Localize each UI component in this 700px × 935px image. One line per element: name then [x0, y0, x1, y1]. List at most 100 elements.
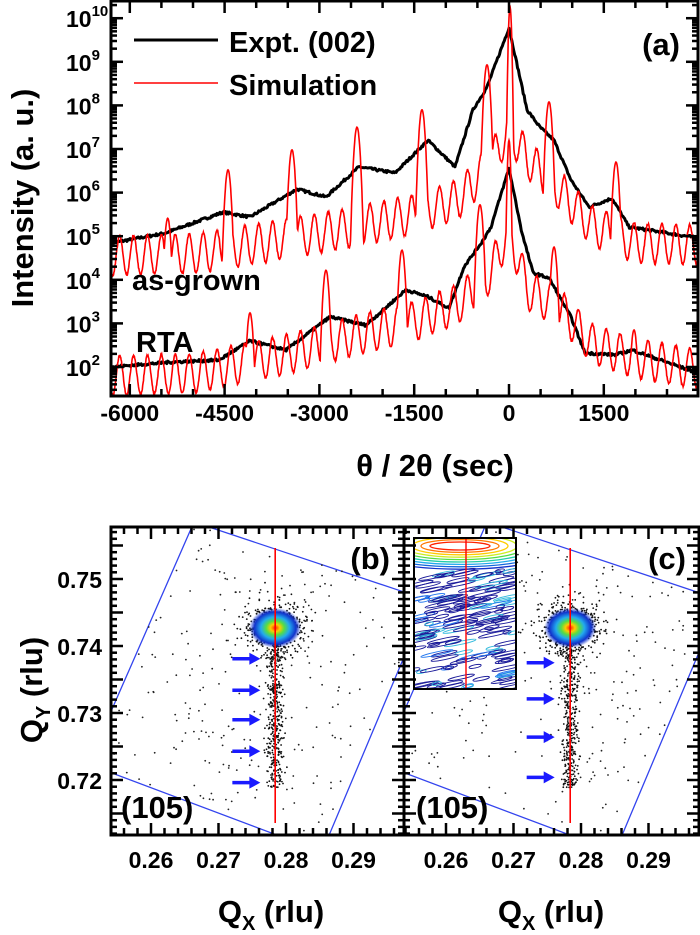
scatter-dot	[563, 749, 566, 752]
xlabel-main: Q	[498, 894, 522, 929]
scatter-dot	[270, 740, 273, 743]
contour-line	[414, 564, 516, 570]
scatter-dot	[173, 746, 175, 749]
annotation-as-grown: as-grown	[132, 265, 261, 297]
scatter-dot	[453, 706, 456, 709]
scatter-dot	[564, 660, 567, 663]
scatter-dot	[572, 706, 574, 709]
scatter-dot	[576, 678, 579, 681]
scatter-dot	[286, 651, 289, 654]
scatter-dot	[572, 723, 575, 726]
scatter-dot	[562, 743, 564, 746]
scatter-dot	[208, 544, 211, 547]
scatter-dot	[268, 665, 271, 668]
scatter-dot	[671, 629, 674, 631]
scatter-dot	[202, 672, 205, 674]
scatter-dot	[625, 670, 628, 673]
scatter-dot	[276, 780, 279, 783]
scatter-dot	[392, 765, 394, 767]
scatter-dot	[267, 687, 270, 690]
scatter-dot	[266, 665, 268, 668]
scatter-dot	[553, 602, 555, 604]
scatter-dot	[659, 701, 662, 704]
scatter-dot	[582, 655, 584, 657]
scatter-dot	[245, 627, 248, 630]
scatter-dot	[593, 774, 596, 777]
scatter-dot	[354, 579, 357, 581]
scatter-dot	[549, 680, 552, 683]
scatter-dot	[245, 618, 248, 620]
y-tick-label: 0.74	[57, 634, 102, 660]
scatter-dot	[558, 696, 560, 699]
scatter-dot	[343, 601, 346, 604]
scatter-dot	[335, 570, 338, 572]
scatter-dot	[359, 611, 362, 614]
scatter-dot	[580, 608, 583, 610]
scatter-dot	[171, 653, 174, 656]
scatter-dot	[431, 712, 434, 714]
scatter-dot	[572, 728, 575, 731]
scatter-dot	[185, 658, 187, 661]
scatter-dot	[246, 611, 248, 613]
scatter-dot	[249, 640, 252, 643]
scatter-dot	[268, 599, 270, 602]
rsm-map-b	[111, 527, 404, 835]
scatter-dot	[302, 606, 305, 608]
scatter-dot	[193, 528, 195, 531]
scatter-dot	[566, 724, 568, 727]
scatter-dot	[258, 685, 261, 688]
scatter-dot	[584, 647, 587, 650]
scatter-dot	[573, 775, 576, 778]
scatter-dot	[276, 710, 279, 713]
scatter-dot	[276, 718, 279, 720]
scatter-dot	[563, 697, 566, 700]
scatter-dot	[567, 675, 569, 677]
scatter-dot	[571, 690, 574, 693]
scatter-dot	[565, 559, 567, 561]
scatter-dot	[572, 649, 575, 652]
contour-line	[424, 606, 451, 614]
y-tick-exponent: 6	[92, 178, 100, 195]
scatter-dot	[276, 703, 279, 705]
scatter-dot	[548, 650, 551, 653]
x-tick-label: 0.27	[491, 847, 536, 873]
reflection-label-c: (105)	[416, 790, 488, 825]
scatter-dot	[293, 601, 296, 604]
scatter-dot	[242, 551, 244, 553]
scatter-dot	[590, 778, 593, 780]
scatter-dot	[220, 736, 223, 739]
y-tick-label: 108	[66, 90, 100, 119]
y-tick-label: 103	[66, 308, 100, 337]
scatter-dot	[223, 572, 226, 574]
scatter-dot	[218, 683, 220, 685]
scatter-dot	[549, 644, 552, 647]
scatter-dot	[613, 631, 615, 633]
contour-line	[414, 632, 436, 640]
contour-line	[458, 651, 495, 661]
scatter-dot	[298, 645, 301, 647]
scatter-dot	[580, 648, 582, 650]
scatter-dot	[298, 618, 301, 621]
scatter-dot	[582, 596, 585, 599]
y-tick-exponent: 9	[92, 47, 100, 64]
scatter-dot	[153, 631, 156, 634]
contour-line	[497, 658, 514, 664]
y-tick-exponent: 4	[92, 265, 101, 282]
scatter-dot	[579, 755, 582, 758]
scatter-dot	[239, 628, 242, 631]
contour-line	[414, 538, 516, 561]
scatter-dot	[559, 751, 562, 754]
scatter-dot	[307, 646, 310, 649]
contour-line	[448, 608, 461, 614]
scatter-dot	[572, 751, 575, 753]
scatter-dot	[562, 648, 565, 651]
ticks-a	[111, 1, 698, 396]
plot-frame-c	[402, 525, 700, 837]
scatter-dot	[272, 715, 275, 717]
scatter-dot	[582, 601, 585, 604]
scatter-dot	[269, 688, 271, 691]
scatter-dot	[271, 751, 274, 754]
scatter-dot	[575, 648, 578, 651]
scatter-dot	[573, 741, 575, 744]
scatter-dot	[289, 584, 291, 587]
